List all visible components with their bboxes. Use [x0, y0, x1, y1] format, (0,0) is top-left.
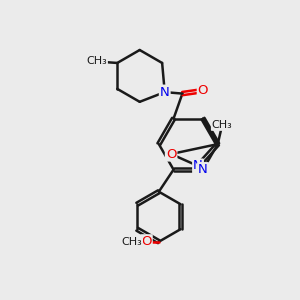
Text: CH₃: CH₃	[122, 237, 142, 247]
Text: O: O	[166, 148, 176, 160]
Text: O: O	[198, 84, 208, 97]
Text: N: N	[160, 85, 169, 99]
Text: CH₃: CH₃	[86, 56, 107, 67]
Text: N: N	[198, 163, 208, 176]
Text: N: N	[193, 160, 203, 172]
Text: CH₃: CH₃	[212, 120, 232, 130]
Text: O: O	[141, 235, 152, 248]
